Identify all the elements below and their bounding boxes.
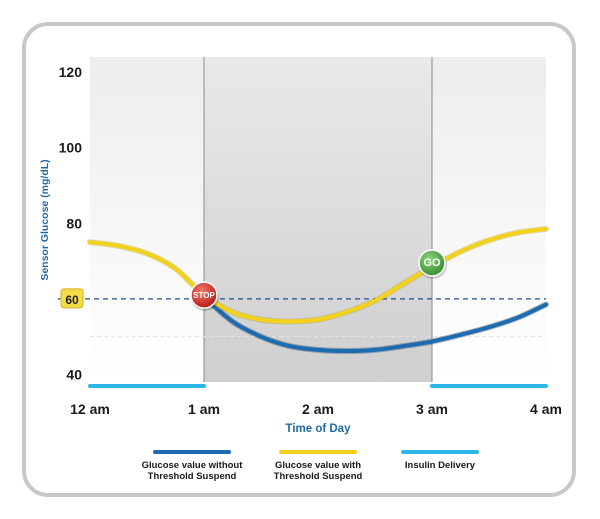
legend-label: Glucose value with xyxy=(275,460,361,471)
marker-group: STOP GO xyxy=(190,249,447,312)
y-tick-label: 120 xyxy=(59,64,83,80)
stop-marker xyxy=(190,281,218,309)
x-tick-label: 2 am xyxy=(302,401,334,417)
x-tick-label: 3 am xyxy=(416,401,448,417)
y-tick-label: 80 xyxy=(66,215,82,231)
series-group xyxy=(87,225,549,355)
x-tick-label: 12 am xyxy=(70,401,110,417)
y-tick-label: 100 xyxy=(59,140,83,156)
legend-label-line2: Threshold Suspend xyxy=(274,471,363,482)
stop-marker-label: STOP xyxy=(193,291,215,300)
series-line xyxy=(88,226,548,324)
threshold-group: 60 xyxy=(58,288,546,309)
shaded-suspend-period xyxy=(204,57,432,382)
y-axis-title: Sensor Glucose (mg/dL) xyxy=(39,159,51,280)
y-tick-label: 40 xyxy=(66,366,82,382)
go-marker-label: GO xyxy=(423,257,441,269)
legend-label: Insulin Delivery xyxy=(405,460,476,471)
threshold-badge xyxy=(60,288,84,309)
legend-label-line2: Threshold Suspend xyxy=(148,471,237,482)
series-line xyxy=(202,294,548,354)
threshold-label: 60 xyxy=(65,293,79,307)
x-axis-title: Time of Day xyxy=(286,423,352,435)
go-marker xyxy=(418,249,446,277)
x-axis-ticks: 12 am 1 am 2 am 3 am 4 am xyxy=(70,401,562,417)
x-tick-label: 1 am xyxy=(188,401,220,417)
x-tick-label: 4 am xyxy=(530,401,562,417)
legend-label: Glucose value without xyxy=(142,460,244,471)
y-axis-ticks: 40 80 100 120 xyxy=(59,64,83,382)
